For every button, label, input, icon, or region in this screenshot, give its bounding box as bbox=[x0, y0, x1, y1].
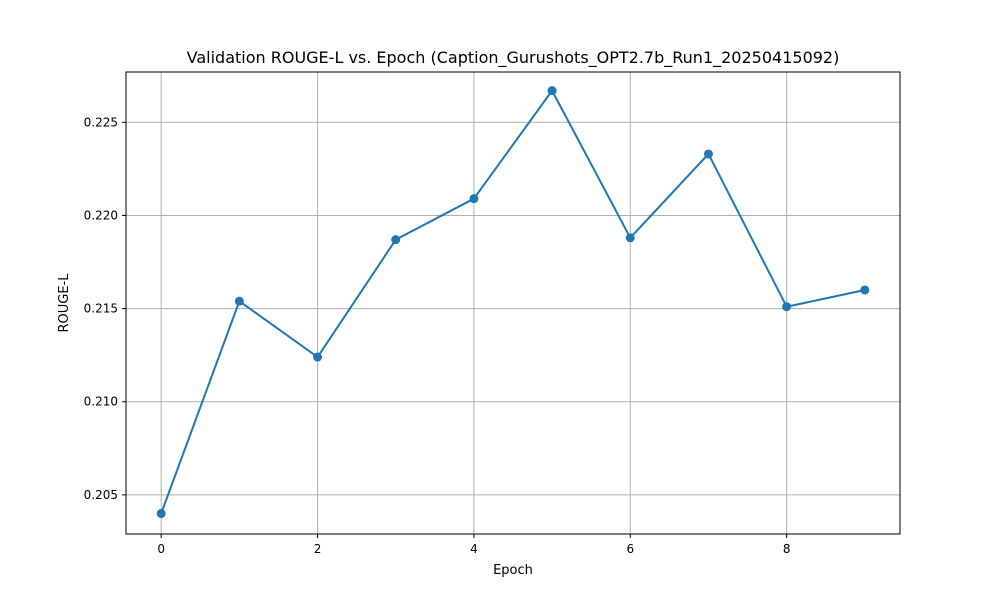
x-tick-label: 4 bbox=[470, 542, 478, 556]
data-point bbox=[547, 86, 557, 96]
chart-title: Validation ROUGE-L vs. Epoch (Caption_Gu… bbox=[187, 48, 840, 68]
x-tick-label: 2 bbox=[314, 542, 322, 556]
y-tick-label: 0.210 bbox=[84, 395, 118, 409]
data-point bbox=[391, 235, 401, 245]
series-line bbox=[160, 89, 866, 514]
y-tick-label: 0.220 bbox=[84, 208, 118, 222]
data-point bbox=[313, 352, 323, 362]
data-point bbox=[625, 233, 635, 243]
axis-ticks: 0 2 4 6 8 0.205 0.210 0.215 0.220 0.225 bbox=[84, 115, 791, 556]
y-axis-label: ROUGE-L bbox=[57, 273, 72, 333]
y-tick-label: 0.215 bbox=[84, 302, 118, 316]
data-point bbox=[469, 194, 479, 204]
x-axis-label: Epoch bbox=[493, 563, 533, 578]
y-tick-label: 0.225 bbox=[84, 115, 118, 129]
data-point bbox=[156, 509, 166, 519]
x-tick-label: 6 bbox=[626, 542, 634, 556]
x-tick-label: 0 bbox=[157, 542, 165, 556]
y-tick-label: 0.205 bbox=[84, 488, 118, 502]
x-tick-label: 8 bbox=[783, 542, 791, 556]
plot-frame bbox=[125, 71, 901, 535]
series-layer bbox=[156, 86, 870, 519]
data-point bbox=[703, 149, 713, 159]
data-point bbox=[860, 285, 870, 295]
data-point bbox=[234, 296, 244, 306]
data-point bbox=[782, 302, 792, 312]
